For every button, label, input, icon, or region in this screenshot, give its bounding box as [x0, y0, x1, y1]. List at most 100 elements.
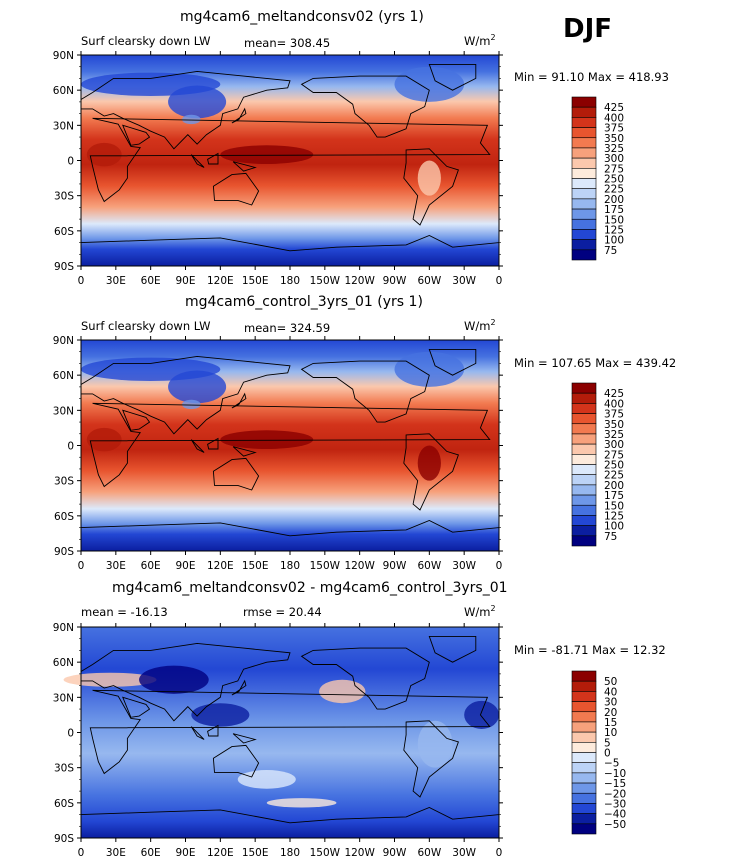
field-anomaly — [182, 114, 201, 125]
colorbar-label: 275 — [604, 163, 624, 175]
lat-tick-label: 30S — [54, 763, 74, 775]
colorbar-box — [571, 813, 597, 825]
lon-tick-label: 150E — [242, 560, 269, 572]
lon-tick-label: 90E — [176, 847, 196, 859]
colorbar-label: 325 — [604, 429, 624, 441]
colorbar-label: 375 — [604, 409, 624, 421]
panel-3-minmax: Min = -81.71 Max = 12.32 — [514, 643, 666, 657]
coastline — [122, 124, 151, 146]
colorbar-box — [571, 464, 597, 475]
colorbar-label: 250 — [604, 174, 624, 186]
coastline — [300, 75, 430, 138]
coastline — [403, 720, 459, 798]
colorbar-label: 325 — [604, 143, 624, 155]
colorbar-box — [571, 474, 597, 486]
lat-tick-label: 90S — [54, 546, 74, 558]
colorbar-label: 75 — [604, 245, 617, 257]
field-anomaly — [86, 427, 122, 452]
field-anomaly — [464, 700, 500, 729]
colorbar-box — [571, 96, 597, 108]
colorbar-box — [571, 208, 597, 220]
coastline — [428, 635, 477, 663]
lon-tick-label: 60E — [141, 560, 161, 572]
field-anomaly — [417, 445, 441, 481]
colorbar-box — [571, 443, 597, 455]
lat-tick-label: 90N — [53, 335, 74, 347]
panel-2-title: mg4cam6_control_3yrs_01 (yrs 1) — [185, 294, 423, 310]
colorbar-box — [571, 239, 597, 251]
colorbar-label: −15 — [604, 778, 626, 790]
field-anomaly — [417, 160, 441, 196]
colorbar-box — [571, 382, 597, 394]
colorbar-box — [571, 803, 597, 814]
coastline — [190, 439, 205, 453]
colorbar-label: 350 — [604, 419, 624, 431]
colorbar-label: 125 — [604, 510, 624, 522]
colorbar-box — [571, 168, 597, 179]
lon-tick-label: 60W — [417, 847, 441, 859]
field-anomaly — [182, 399, 201, 410]
colorbar-label: 5 — [604, 737, 611, 749]
colorbar-box — [571, 515, 597, 526]
colorbar-box — [571, 249, 597, 261]
map-panel-1: 90N 60N 30N 0 30S 60S 90S 0 30E 60E 90E 120E 150E 180… — [53, 50, 624, 287]
colorbar-box — [571, 178, 597, 189]
lat-tick-label: 30N — [53, 405, 74, 417]
lat-tick-label: 60N — [53, 370, 74, 382]
season-label: DJF — [563, 14, 613, 44]
colorbar-box — [571, 127, 597, 139]
colorbar-label: 200 — [604, 480, 624, 492]
colorbar-label: 225 — [604, 470, 624, 482]
colorbar-box — [571, 157, 597, 169]
colorbar-label: 200 — [604, 194, 624, 206]
field-anomaly — [139, 665, 209, 694]
lon-tick-label: 180 — [280, 847, 300, 859]
lon-tick-label: 150E — [242, 275, 269, 287]
field-anomaly — [220, 145, 314, 165]
colorbar-label: 100 — [604, 235, 624, 247]
colorbar-label: 400 — [604, 112, 624, 124]
coastline — [80, 355, 291, 435]
coastline — [207, 152, 219, 165]
lon-tick-label: 30E — [106, 847, 126, 859]
colorbar-box — [571, 413, 597, 425]
colorbar-box — [571, 484, 597, 496]
lon-tick-label: 0 — [78, 275, 85, 287]
lat-tick-label: 0 — [67, 156, 74, 168]
lat-tick-label: 90N — [53, 622, 74, 634]
colorbar-label: 225 — [604, 184, 624, 196]
panel-1-units: W/m2 — [464, 33, 496, 48]
coastline — [231, 107, 247, 124]
coastline — [300, 647, 430, 710]
lon-tick-label: 30W — [452, 847, 476, 859]
colorbar-box — [571, 823, 597, 835]
field-anomaly — [266, 798, 337, 808]
lat-tick-label: 0 — [67, 441, 74, 453]
colorbar-label: 250 — [604, 460, 624, 472]
lon-tick-label: 90W — [383, 275, 407, 287]
lon-tick-label: 120W — [344, 847, 375, 859]
colorbar-box — [571, 137, 597, 149]
lat-tick-label: 30N — [53, 692, 74, 704]
lon-tick-label: 120E — [207, 560, 234, 572]
colorbar-label: −50 — [604, 819, 626, 831]
coastline — [300, 360, 430, 423]
colorbar-box — [571, 433, 597, 445]
lon-tick-label: 180 — [280, 560, 300, 572]
colorbar-label: 300 — [604, 153, 624, 165]
colorbar-label: 400 — [604, 398, 624, 410]
lat-tick-label: 90S — [54, 261, 74, 273]
colorbar-label: 0 — [604, 748, 611, 760]
colorbar-box — [571, 772, 597, 784]
panel-2-minmax: Min = 107.65 Max = 439.42 — [514, 356, 677, 370]
coastline — [89, 689, 491, 775]
lat-tick-label: 90N — [53, 50, 74, 62]
colorbar-label: 175 — [604, 490, 624, 502]
lat-tick-label: 60N — [53, 85, 74, 97]
coastline — [232, 733, 257, 744]
colorbar-label: 30 — [604, 697, 617, 709]
colorbar-label: 10 — [604, 727, 617, 739]
lon-tick-label: 30E — [106, 560, 126, 572]
colorbar-label: −20 — [604, 788, 626, 800]
lon-tick-label: 90E — [176, 560, 196, 572]
